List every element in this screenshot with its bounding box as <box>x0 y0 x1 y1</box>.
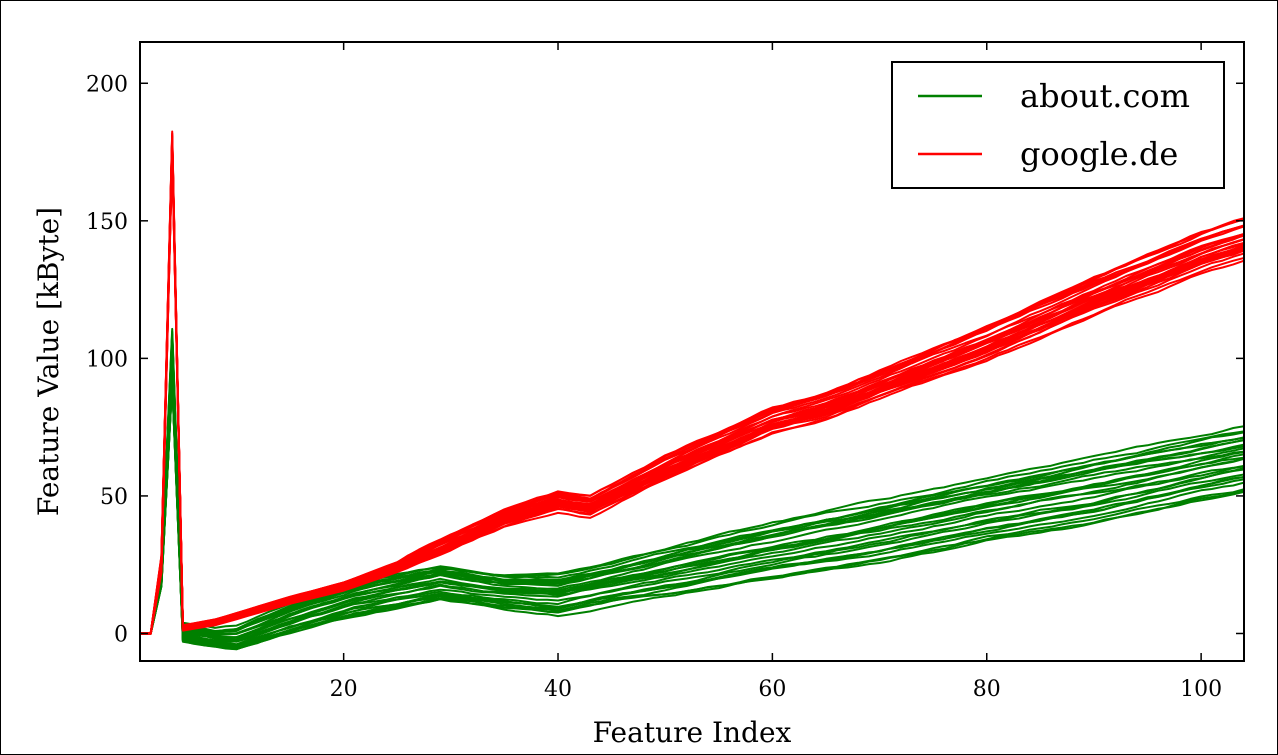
series-line-google-de <box>140 144 1244 635</box>
series-line-about-com <box>140 347 1244 639</box>
series-line-google-de <box>140 139 1244 635</box>
series-line-about-com <box>140 369 1244 646</box>
legend: about.com google.de <box>891 61 1225 189</box>
series-line-google-de <box>140 135 1244 635</box>
series-line-google-de <box>140 138 1244 635</box>
series-line-google-de <box>140 144 1244 635</box>
series-line-google-de <box>140 140 1244 635</box>
series-line-about-com <box>140 330 1244 635</box>
series-line-google-de <box>140 143 1244 635</box>
series-line-about-com <box>140 368 1244 643</box>
series-line-google-de <box>140 135 1244 635</box>
series-line-google-de <box>140 134 1244 635</box>
series-line-google-de <box>140 142 1244 635</box>
y-tick-label: 100 <box>86 347 128 372</box>
legend-label-about-com: about.com <box>1020 77 1190 115</box>
series-line-google-de <box>140 148 1244 635</box>
series-line-about-com <box>140 334 1244 635</box>
x-axis: 20 40 60 80 100 <box>330 42 1222 702</box>
series-about-com <box>140 327 1244 651</box>
series-line-google-de <box>140 143 1244 635</box>
x-tick-label: 100 <box>1180 677 1222 702</box>
x-axis-title: Feature Index <box>593 716 792 749</box>
series-line-google-de <box>140 142 1244 635</box>
series-line-google-de <box>140 140 1244 635</box>
series-line-google-de <box>140 137 1244 635</box>
series-line-google-de <box>140 136 1244 635</box>
series-line-google-de <box>140 133 1244 635</box>
series-line-about-com <box>140 341 1244 636</box>
legend-label-google-de: google.de <box>1020 135 1178 173</box>
series-line-google-de <box>140 149 1244 635</box>
y-tick-label: 200 <box>86 72 128 97</box>
series-line-google-de <box>140 130 1244 635</box>
series-line-about-com <box>140 382 1244 651</box>
series-line-google-de <box>140 149 1244 635</box>
x-tick-label: 60 <box>758 677 786 702</box>
y-tick-label: 0 <box>114 622 128 647</box>
series-line-google-de <box>140 143 1244 635</box>
legend-box <box>891 61 1225 189</box>
x-tick-label: 40 <box>544 677 572 702</box>
series-line-google-de <box>140 144 1244 635</box>
series-line-about-com <box>140 333 1244 635</box>
series-layer <box>140 130 1244 651</box>
series-line-google-de <box>140 144 1244 635</box>
series-line-google-de <box>140 137 1244 635</box>
series-line-about-com <box>140 332 1244 635</box>
series-line-google-de <box>140 132 1244 635</box>
x-tick-label: 80 <box>973 677 1001 702</box>
y-tick-label: 50 <box>100 485 128 510</box>
series-google-de <box>140 130 1244 635</box>
y-tick-label: 150 <box>86 210 128 235</box>
series-line-google-de <box>140 149 1244 635</box>
y-axis-title: Feature Value [kByte] <box>32 207 65 516</box>
y-axis: 0 50 100 150 200 <box>86 72 1244 647</box>
plot-area <box>139 41 1245 662</box>
series-line-about-com <box>140 333 1244 635</box>
series-line-google-de <box>140 150 1244 635</box>
x-tick-label: 20 <box>330 677 358 702</box>
series-line-google-de <box>140 138 1244 635</box>
series-line-google-de <box>140 140 1244 635</box>
